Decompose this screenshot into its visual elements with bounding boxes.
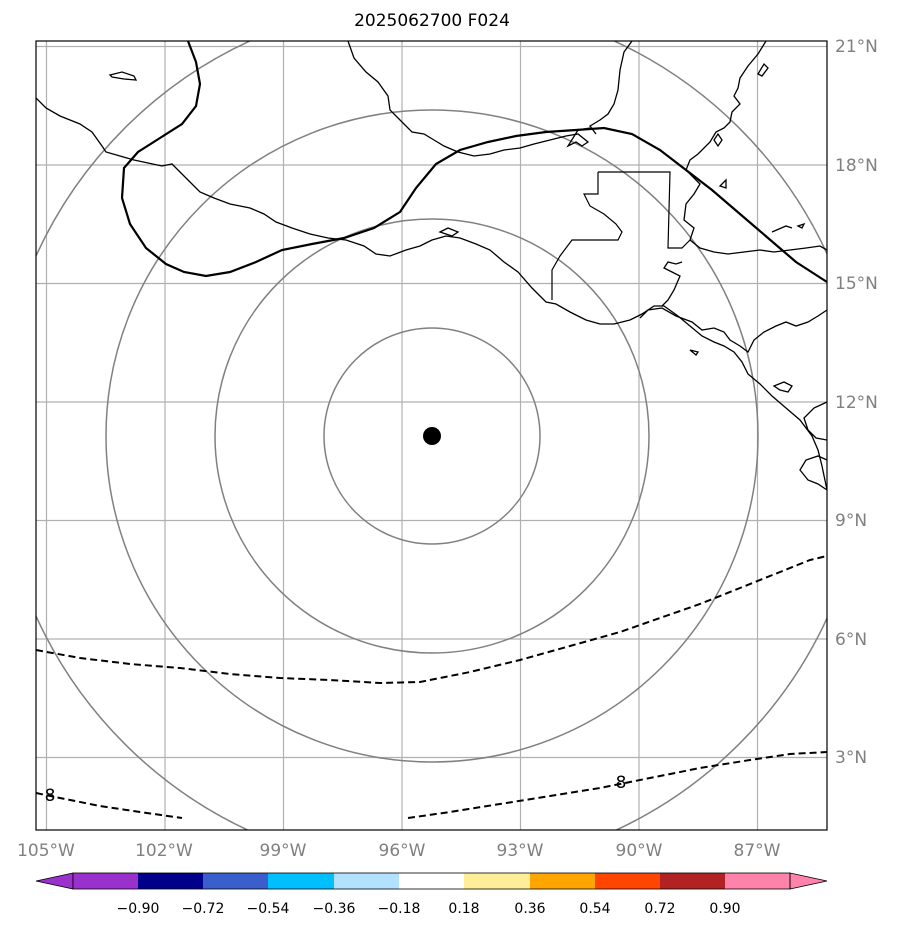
colorbar-tick-label: 0.72 (644, 901, 675, 917)
range-ring (323, 327, 541, 545)
colorbar (35, 872, 828, 890)
colorbar-segment (660, 873, 725, 889)
range-ring (105, 109, 759, 763)
colorbar-segment (530, 873, 595, 889)
map-title: 2025062700 F024 (354, 11, 510, 31)
lon-tick-label: 99°W (260, 841, 307, 861)
colorbar-segment (334, 873, 399, 889)
colorbar-frame (72, 872, 791, 890)
colorbar-extend-high (789, 872, 828, 890)
colorbar-extend-low (35, 872, 74, 890)
latitude-labels: 21°N 18°N 15°N 12°N 9°N 6°N 3°N (835, 37, 878, 768)
coastlines (36, 41, 827, 491)
storm-center-marker (423, 427, 441, 445)
map-frame (35, 40, 828, 831)
lon-tick-label: 102°W (135, 841, 193, 861)
lon-tick-label: 90°W (616, 841, 663, 861)
lon-tick-label: 93°W (497, 841, 544, 861)
solid-contour (120, 41, 827, 283)
lat-tick-label: 9°N (835, 511, 867, 531)
range-ring (214, 218, 650, 654)
colorbar-segment (73, 873, 138, 889)
lat-tick-label: 18°N (835, 156, 878, 176)
colorbar-segment (464, 873, 530, 889)
lat-tick-label: 3°N (835, 748, 867, 768)
range-rings (36, 41, 827, 830)
lon-tick-label: 105°W (17, 841, 75, 861)
colorbar-segment (725, 873, 790, 889)
colorbar-tick-label: 0.54 (579, 901, 610, 917)
country-borders (551, 171, 691, 300)
colorbar-tick-label: −0.72 (182, 901, 225, 917)
colorbar-segment (399, 873, 464, 889)
longitude-labels: 105°W 102°W 99°W 96°W 93°W 90°W 87°W (17, 841, 781, 861)
lon-tick-label: 87°W (734, 841, 781, 861)
colorbar-tick-label: 0.36 (514, 901, 545, 917)
colorbar-tick-label: −0.90 (117, 901, 160, 917)
colorbar-segment (138, 873, 203, 889)
colorbar-segment (203, 873, 268, 889)
lat-tick-label: 15°N (835, 274, 878, 294)
lat-tick-label: 6°N (835, 630, 867, 650)
colorbar-tick-label: 0.18 (448, 901, 479, 917)
colorbar-ticks: −0.90 −0.72 −0.54 −0.36 −0.18 0.18 0.36 … (117, 901, 741, 917)
lon-tick-label: 96°W (379, 841, 426, 861)
lat-tick-label: 12°N (835, 393, 878, 413)
lat-tick-label: 21°N (835, 37, 878, 57)
map-panel: 8 8 (36, 41, 827, 830)
colorbar-tick-label: −0.18 (378, 901, 421, 917)
contour-label: 8 (45, 786, 56, 806)
colorbar-tick-label: 0.90 (709, 901, 740, 917)
colorbar-tick-label: −0.54 (247, 901, 290, 917)
contour-label: 8 (616, 773, 627, 793)
dashed-contours (36, 555, 827, 819)
colorbar-segment (595, 873, 660, 889)
colorbar-segment (268, 873, 334, 889)
colorbar-tick-label: −0.36 (313, 901, 356, 917)
